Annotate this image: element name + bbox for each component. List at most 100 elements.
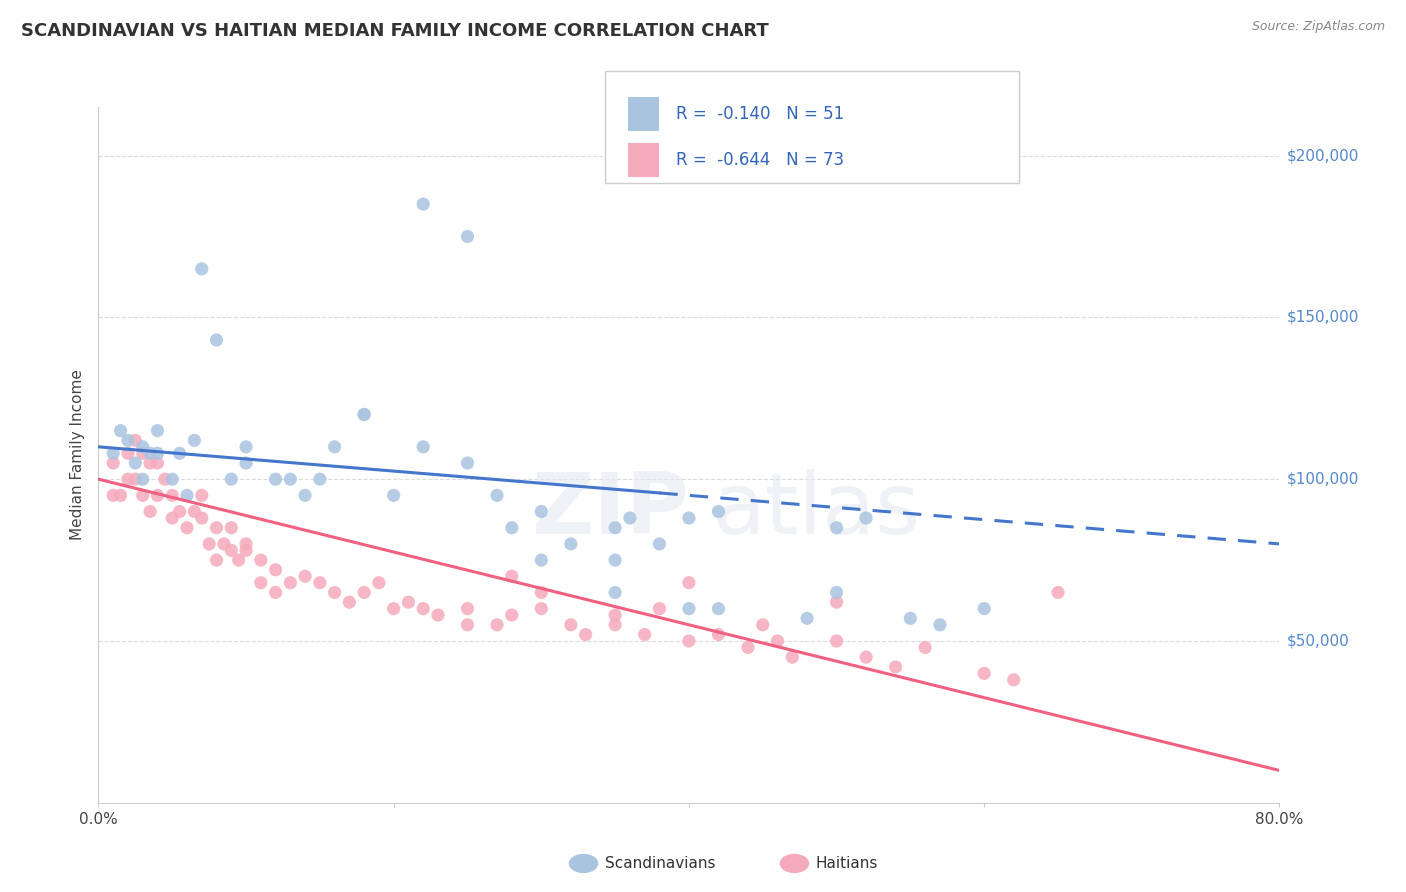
Point bbox=[678, 575, 700, 590]
Point bbox=[323, 440, 346, 454]
Point bbox=[353, 408, 375, 422]
Point bbox=[264, 472, 287, 486]
Point bbox=[530, 601, 553, 615]
Y-axis label: Median Family Income: Median Family Income bbox=[70, 369, 86, 541]
Point bbox=[412, 601, 434, 615]
Point bbox=[486, 617, 509, 632]
Point bbox=[353, 408, 375, 422]
Point bbox=[183, 504, 205, 518]
Point bbox=[560, 537, 582, 551]
Point bbox=[766, 634, 789, 648]
Point bbox=[323, 585, 346, 599]
Text: atlas: atlas bbox=[713, 469, 921, 552]
Point bbox=[117, 446, 139, 460]
Point bbox=[486, 488, 509, 502]
Point bbox=[162, 472, 183, 486]
Point bbox=[914, 640, 936, 655]
Point bbox=[205, 553, 228, 567]
Point bbox=[117, 434, 139, 448]
Point bbox=[973, 666, 995, 681]
Text: SCANDINAVIAN VS HAITIAN MEDIAN FAMILY INCOME CORRELATION CHART: SCANDINAVIAN VS HAITIAN MEDIAN FAMILY IN… bbox=[21, 22, 769, 40]
Point bbox=[412, 440, 434, 454]
Point bbox=[900, 611, 922, 625]
Point bbox=[456, 229, 478, 244]
Point bbox=[191, 488, 214, 502]
Point bbox=[884, 660, 907, 674]
Point bbox=[309, 575, 332, 590]
Point bbox=[278, 575, 302, 590]
Point bbox=[146, 424, 169, 438]
Point bbox=[294, 569, 316, 583]
Point bbox=[294, 488, 316, 502]
Point bbox=[530, 553, 553, 567]
Point bbox=[169, 504, 191, 518]
Point bbox=[678, 634, 700, 648]
Point bbox=[235, 543, 257, 558]
Point bbox=[633, 627, 655, 641]
Point bbox=[146, 456, 169, 470]
Point bbox=[396, 595, 419, 609]
Text: Scandinavians: Scandinavians bbox=[605, 856, 716, 871]
Point bbox=[146, 488, 169, 502]
Point bbox=[124, 456, 146, 470]
Point bbox=[353, 585, 375, 599]
Point bbox=[264, 585, 287, 599]
Point bbox=[205, 333, 228, 347]
Point bbox=[219, 543, 242, 558]
Point bbox=[1046, 585, 1069, 599]
Point bbox=[103, 456, 125, 470]
Point bbox=[162, 511, 183, 525]
Point bbox=[139, 446, 162, 460]
Point bbox=[530, 585, 553, 599]
Text: ZIP: ZIP bbox=[531, 469, 689, 552]
Point bbox=[124, 472, 146, 486]
Point bbox=[382, 601, 405, 615]
Point bbox=[337, 595, 360, 609]
Point bbox=[110, 488, 132, 502]
Point bbox=[162, 488, 183, 502]
Point bbox=[235, 537, 257, 551]
Point bbox=[574, 627, 596, 641]
Point bbox=[619, 511, 641, 525]
Point bbox=[427, 608, 450, 623]
Point bbox=[751, 617, 773, 632]
Point bbox=[132, 446, 155, 460]
Point bbox=[782, 650, 804, 665]
Point bbox=[737, 640, 759, 655]
Point bbox=[139, 456, 162, 470]
Point bbox=[278, 472, 302, 486]
Text: R =  -0.140   N = 51: R = -0.140 N = 51 bbox=[676, 104, 845, 123]
Point bbox=[1002, 673, 1025, 687]
Point bbox=[412, 197, 434, 211]
Point bbox=[678, 601, 700, 615]
Point bbox=[198, 537, 221, 551]
Point bbox=[855, 650, 877, 665]
Point bbox=[855, 511, 877, 525]
Point bbox=[973, 601, 995, 615]
Point bbox=[456, 601, 478, 615]
Point bbox=[176, 488, 198, 502]
Point bbox=[309, 472, 332, 486]
Point bbox=[212, 537, 235, 551]
Text: R =  -0.644   N = 73: R = -0.644 N = 73 bbox=[676, 151, 845, 169]
Point bbox=[605, 553, 627, 567]
Text: $200,000: $200,000 bbox=[1286, 148, 1358, 163]
Point bbox=[191, 261, 214, 276]
Point bbox=[530, 504, 553, 518]
Point bbox=[928, 617, 950, 632]
Point bbox=[235, 440, 257, 454]
Point bbox=[169, 446, 191, 460]
Point bbox=[678, 511, 700, 525]
Point bbox=[153, 472, 176, 486]
Point bbox=[139, 504, 162, 518]
Point bbox=[456, 456, 478, 470]
Point bbox=[103, 488, 125, 502]
Point bbox=[382, 488, 405, 502]
Point bbox=[103, 446, 125, 460]
Point bbox=[228, 553, 250, 567]
Point bbox=[560, 617, 582, 632]
Text: $100,000: $100,000 bbox=[1286, 472, 1358, 487]
Point bbox=[825, 521, 848, 535]
Point bbox=[219, 472, 242, 486]
Point bbox=[132, 472, 155, 486]
